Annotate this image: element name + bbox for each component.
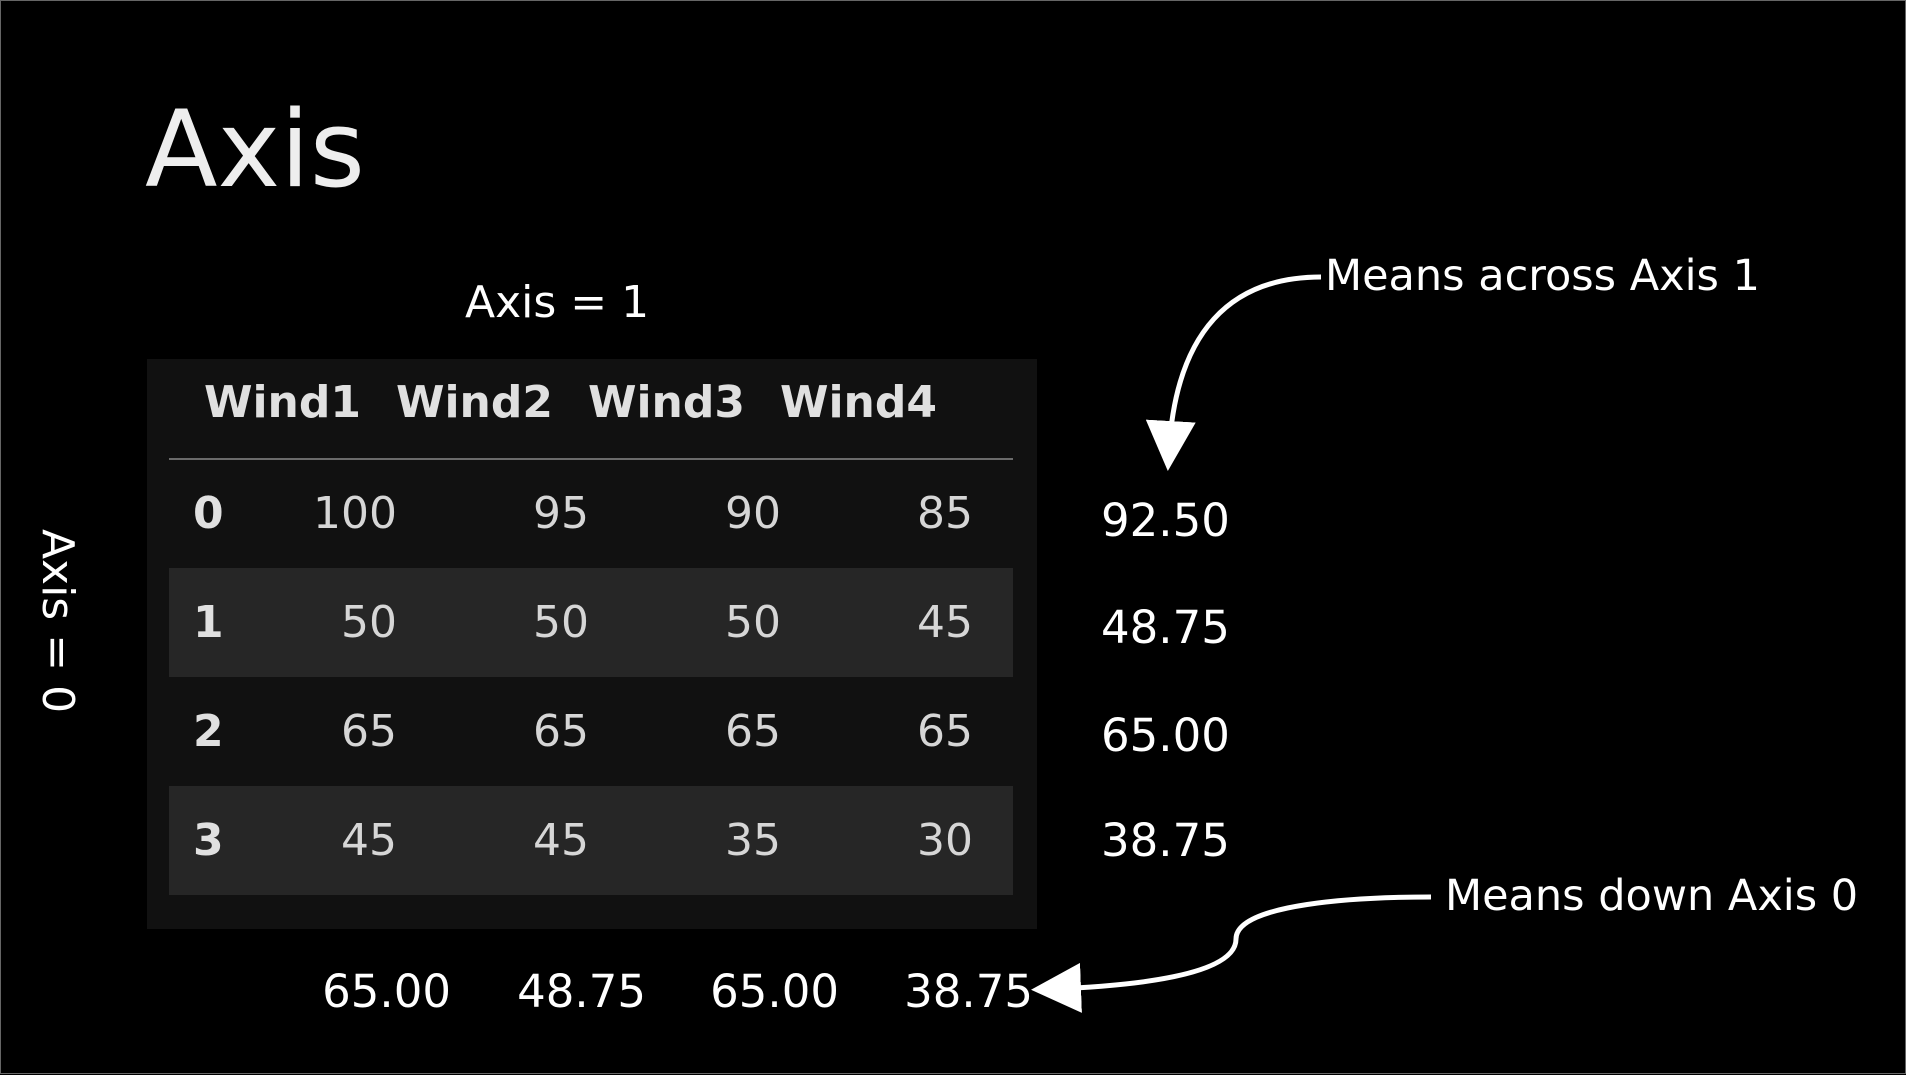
table-cell: 65 <box>917 705 973 757</box>
column-header-wind3: Wind3 <box>587 377 745 428</box>
column-mean-wind3: 65.00 <box>710 965 839 1018</box>
column-header-wind1: Wind1 <box>203 377 361 428</box>
table-cell: 45 <box>917 596 973 648</box>
table-cell: 90 <box>725 487 781 539</box>
table-cell: 45 <box>341 814 397 866</box>
row-mean-1: 48.75 <box>1101 601 1230 654</box>
table-cell: 50 <box>725 596 781 648</box>
column-means-annotation: Means down Axis 0 <box>1445 871 1859 921</box>
table-cell: 35 <box>725 814 781 866</box>
table-cell: 100 <box>313 487 397 539</box>
row-index: 2 <box>193 705 224 757</box>
table-row: 1 50 50 50 45 <box>169 568 1013 677</box>
table-row: 0 100 95 90 85 <box>169 459 1013 568</box>
table-cell: 85 <box>917 487 973 539</box>
row-index: 0 <box>193 487 224 539</box>
table-cell: 65 <box>341 705 397 757</box>
row-means-annotation: Means across Axis 1 <box>1325 251 1760 301</box>
table-row: 3 45 45 35 30 <box>169 786 1013 895</box>
table-header: Wind1 Wind2 Wind3 Wind4 <box>169 359 1013 460</box>
arrow-to-column-means <box>1031 894 1432 1013</box>
arrow-to-row-means <box>1145 274 1322 471</box>
row-mean-3: 38.75 <box>1101 814 1230 867</box>
column-mean-wind4: 38.75 <box>904 965 1033 1018</box>
table-cell: 65 <box>725 705 781 757</box>
table-cell: 65 <box>533 705 589 757</box>
row-index: 1 <box>193 596 224 648</box>
row-index: 3 <box>193 814 224 866</box>
table-cell: 50 <box>533 596 589 648</box>
column-header-wind4: Wind4 <box>779 377 937 428</box>
table-cell: 45 <box>533 814 589 866</box>
row-mean-0: 92.50 <box>1101 494 1230 547</box>
table-row: 2 65 65 65 65 <box>169 677 1013 786</box>
axis-1-label: Axis = 1 <box>465 277 650 328</box>
table-cell: 95 <box>533 487 589 539</box>
slide-title: Axis <box>145 88 365 211</box>
column-mean-wind2: 48.75 <box>517 965 646 1018</box>
table-cell: 50 <box>341 596 397 648</box>
axis-0-label: Axis = 0 <box>32 528 83 714</box>
row-mean-2: 65.00 <box>1101 709 1230 762</box>
column-mean-wind1: 65.00 <box>322 965 451 1018</box>
column-header-wind2: Wind2 <box>395 377 553 428</box>
dataframe-table: Wind1 Wind2 Wind3 Wind4 0 100 95 90 85 1… <box>147 359 1037 929</box>
table-cell: 30 <box>917 814 973 866</box>
